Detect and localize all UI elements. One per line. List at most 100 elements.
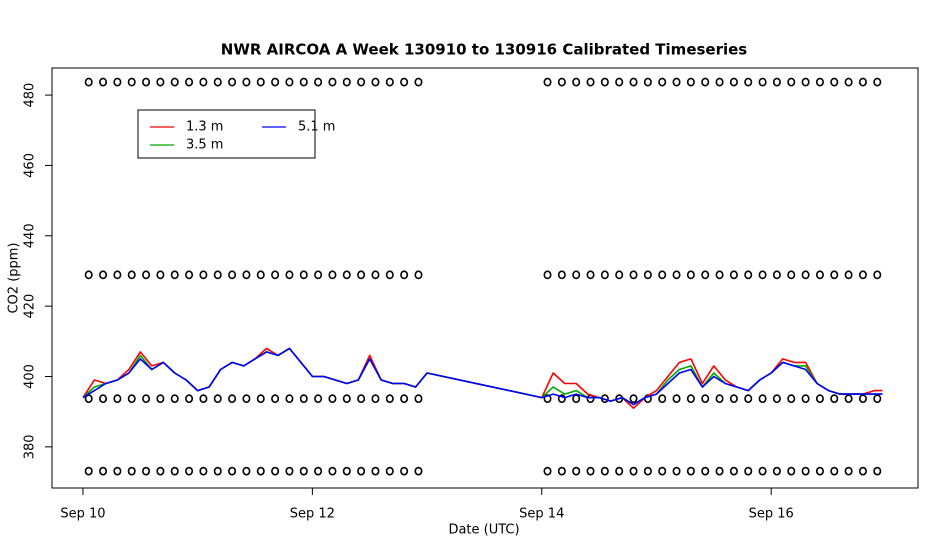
calibration-marker bbox=[600, 466, 609, 476]
calibration-marker bbox=[127, 466, 136, 476]
calibration-marker bbox=[342, 270, 351, 280]
calibration-marker bbox=[686, 77, 695, 87]
calibration-marker bbox=[543, 77, 552, 87]
calibration-marker bbox=[701, 77, 710, 87]
calibration-marker bbox=[256, 270, 265, 280]
calibration-marker bbox=[228, 394, 237, 404]
calibration-marker bbox=[299, 466, 308, 476]
calibration-marker bbox=[142, 270, 151, 280]
calibration-marker bbox=[371, 394, 380, 404]
calibration-marker bbox=[285, 466, 294, 476]
calibration-marker bbox=[385, 270, 394, 280]
calibration-marker bbox=[672, 270, 681, 280]
calibration-marker bbox=[127, 394, 136, 404]
calibration-marker bbox=[385, 394, 394, 404]
calibration-marker bbox=[271, 77, 280, 87]
calibration-marker bbox=[357, 394, 366, 404]
calibration-marker bbox=[242, 77, 251, 87]
calibration-marker bbox=[815, 270, 824, 280]
calibration-marker bbox=[256, 77, 265, 87]
calibration-marker bbox=[572, 77, 581, 87]
calibration-marker bbox=[170, 466, 179, 476]
calibration-marker bbox=[400, 394, 409, 404]
calibration-marker bbox=[787, 77, 796, 87]
calibration-marker bbox=[228, 270, 237, 280]
calibration-marker bbox=[844, 394, 853, 404]
calibration-marker bbox=[758, 270, 767, 280]
calibration-marker bbox=[572, 394, 581, 404]
calibration-marker bbox=[744, 466, 753, 476]
calibration-marker bbox=[772, 394, 781, 404]
chart-title: NWR AIRCOA A Week 130910 to 130916 Calib… bbox=[221, 41, 748, 59]
calibration-marker bbox=[271, 394, 280, 404]
calibration-marker bbox=[672, 77, 681, 87]
calibration-marker bbox=[758, 77, 767, 87]
calibration-marker bbox=[242, 466, 251, 476]
calibration-marker bbox=[113, 394, 122, 404]
calibration-marker bbox=[629, 270, 638, 280]
calibration-marker bbox=[787, 394, 796, 404]
calibration-marker bbox=[84, 394, 93, 404]
calibration-marker bbox=[772, 466, 781, 476]
calibration-marker bbox=[686, 270, 695, 280]
calibration-marker bbox=[858, 270, 867, 280]
calibration-marker bbox=[557, 394, 566, 404]
calibration-marker bbox=[744, 77, 753, 87]
calibration-marker bbox=[715, 466, 724, 476]
calibration-marker bbox=[557, 466, 566, 476]
calibration-marker bbox=[658, 394, 667, 404]
legend-label: 5.1 m bbox=[298, 120, 335, 135]
calibration-marker bbox=[414, 394, 423, 404]
calibration-marker bbox=[285, 394, 294, 404]
calibration-marker bbox=[357, 466, 366, 476]
calibration-marker bbox=[328, 270, 337, 280]
calibration-marker bbox=[729, 394, 738, 404]
calibration-marker bbox=[170, 270, 179, 280]
calibration-marker bbox=[830, 394, 839, 404]
calibration-marker bbox=[242, 270, 251, 280]
calibration-marker bbox=[830, 77, 839, 87]
calibration-marker bbox=[84, 77, 93, 87]
x-tick-label: Sep 16 bbox=[749, 507, 794, 522]
calibration-marker bbox=[586, 466, 595, 476]
calibration-marker bbox=[701, 466, 710, 476]
calibration-marker bbox=[858, 466, 867, 476]
calibration-marker bbox=[715, 270, 724, 280]
calibration-marker bbox=[572, 270, 581, 280]
x-tick-label: Sep 14 bbox=[519, 507, 564, 522]
calibration-marker bbox=[701, 270, 710, 280]
calibration-marker bbox=[99, 270, 108, 280]
calibration-marker bbox=[156, 466, 165, 476]
calibration-marker bbox=[873, 466, 882, 476]
calibration-marker bbox=[285, 270, 294, 280]
calibration-marker bbox=[600, 270, 609, 280]
y-tick-label: 460 bbox=[23, 153, 38, 178]
calibration-marker bbox=[256, 466, 265, 476]
calibration-marker bbox=[213, 270, 222, 280]
calibration-marker bbox=[228, 466, 237, 476]
calibration-marker bbox=[815, 394, 824, 404]
calibration-marker bbox=[572, 466, 581, 476]
calibration-marker bbox=[858, 394, 867, 404]
calibration-marker bbox=[99, 77, 108, 87]
plot-frame bbox=[51, 67, 919, 489]
calibration-marker bbox=[414, 466, 423, 476]
calibration-marker bbox=[729, 270, 738, 280]
calibration-marker bbox=[127, 77, 136, 87]
calibration-marker bbox=[142, 394, 151, 404]
calibration-marker bbox=[557, 270, 566, 280]
calibration-marker bbox=[185, 466, 194, 476]
calibration-marker bbox=[701, 394, 710, 404]
calibration-marker bbox=[615, 270, 624, 280]
calibration-marker bbox=[744, 270, 753, 280]
calibration-marker bbox=[213, 77, 222, 87]
y-tick-label: 480 bbox=[23, 83, 38, 108]
calibration-marker bbox=[142, 466, 151, 476]
calibration-marker bbox=[156, 270, 165, 280]
calibration-marker bbox=[715, 394, 724, 404]
calibration-marker bbox=[371, 466, 380, 476]
calibration-marker bbox=[586, 270, 595, 280]
calibration-marker bbox=[299, 77, 308, 87]
calibration-marker bbox=[328, 466, 337, 476]
calibration-marker bbox=[156, 394, 165, 404]
